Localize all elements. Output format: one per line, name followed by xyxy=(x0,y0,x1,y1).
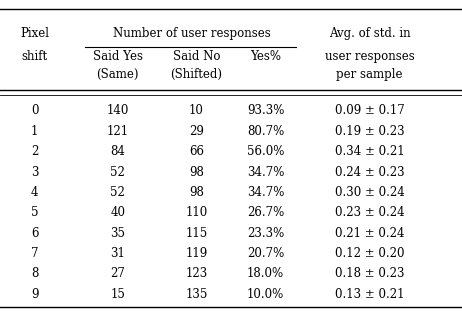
Text: 115: 115 xyxy=(185,227,207,239)
Text: (Shifted): (Shifted) xyxy=(170,68,222,80)
Text: 0.09 ± 0.17: 0.09 ± 0.17 xyxy=(335,105,404,117)
Text: 10.0%: 10.0% xyxy=(247,288,284,301)
Text: 9: 9 xyxy=(31,288,38,301)
Text: 52: 52 xyxy=(110,166,125,178)
Text: 18.0%: 18.0% xyxy=(247,268,284,280)
Text: 66: 66 xyxy=(189,145,204,158)
Text: 1: 1 xyxy=(31,125,38,138)
Text: Avg. of std. in: Avg. of std. in xyxy=(329,27,410,40)
Text: 0.23 ± 0.24: 0.23 ± 0.24 xyxy=(335,206,404,219)
Text: 140: 140 xyxy=(107,105,129,117)
Text: 31: 31 xyxy=(110,247,125,260)
Text: 52: 52 xyxy=(110,186,125,199)
Text: 5: 5 xyxy=(31,206,38,219)
Text: 121: 121 xyxy=(107,125,129,138)
Text: Yes%: Yes% xyxy=(250,50,281,63)
Text: 119: 119 xyxy=(185,247,207,260)
Text: 23.3%: 23.3% xyxy=(247,227,284,239)
Text: 0.24 ± 0.23: 0.24 ± 0.23 xyxy=(335,166,404,178)
Text: 0.19 ± 0.23: 0.19 ± 0.23 xyxy=(335,125,404,138)
Text: Said No: Said No xyxy=(173,50,220,63)
Text: 0.13 ± 0.21: 0.13 ± 0.21 xyxy=(335,288,404,301)
Text: 29: 29 xyxy=(189,125,204,138)
Text: 84: 84 xyxy=(110,145,125,158)
Text: 3: 3 xyxy=(31,166,38,178)
Text: 0.21 ± 0.24: 0.21 ± 0.24 xyxy=(335,227,404,239)
Text: 7: 7 xyxy=(31,247,38,260)
Text: 0: 0 xyxy=(31,105,38,117)
Text: Pixel: Pixel xyxy=(20,27,49,40)
Text: 110: 110 xyxy=(185,206,207,219)
Text: 135: 135 xyxy=(185,288,207,301)
Text: 8: 8 xyxy=(31,268,38,280)
Text: 20.7%: 20.7% xyxy=(247,247,284,260)
Text: Number of user responses: Number of user responses xyxy=(113,27,271,40)
Text: 10: 10 xyxy=(189,105,204,117)
Text: 4: 4 xyxy=(31,186,38,199)
Text: 35: 35 xyxy=(110,227,125,239)
Text: user responses: user responses xyxy=(325,50,414,63)
Text: 0.12 ± 0.20: 0.12 ± 0.20 xyxy=(335,247,404,260)
Text: per sample: per sample xyxy=(336,68,403,80)
Text: 27: 27 xyxy=(110,268,125,280)
Text: 80.7%: 80.7% xyxy=(247,125,284,138)
Text: 0.30 ± 0.24: 0.30 ± 0.24 xyxy=(335,186,404,199)
Text: (Same): (Same) xyxy=(97,68,139,80)
Text: 0.34 ± 0.21: 0.34 ± 0.21 xyxy=(335,145,404,158)
Text: 56.0%: 56.0% xyxy=(247,145,284,158)
Text: Said Yes: Said Yes xyxy=(93,50,143,63)
Text: shift: shift xyxy=(22,50,48,63)
Text: 98: 98 xyxy=(189,186,204,199)
Text: 34.7%: 34.7% xyxy=(247,186,284,199)
Text: 93.3%: 93.3% xyxy=(247,105,284,117)
Text: 34.7%: 34.7% xyxy=(247,166,284,178)
Text: 15: 15 xyxy=(110,288,125,301)
Text: 6: 6 xyxy=(31,227,38,239)
Text: 123: 123 xyxy=(185,268,207,280)
Text: 26.7%: 26.7% xyxy=(247,206,284,219)
Text: 98: 98 xyxy=(189,166,204,178)
Text: 0.18 ± 0.23: 0.18 ± 0.23 xyxy=(335,268,404,280)
Text: 2: 2 xyxy=(31,145,38,158)
Text: 40: 40 xyxy=(110,206,125,219)
